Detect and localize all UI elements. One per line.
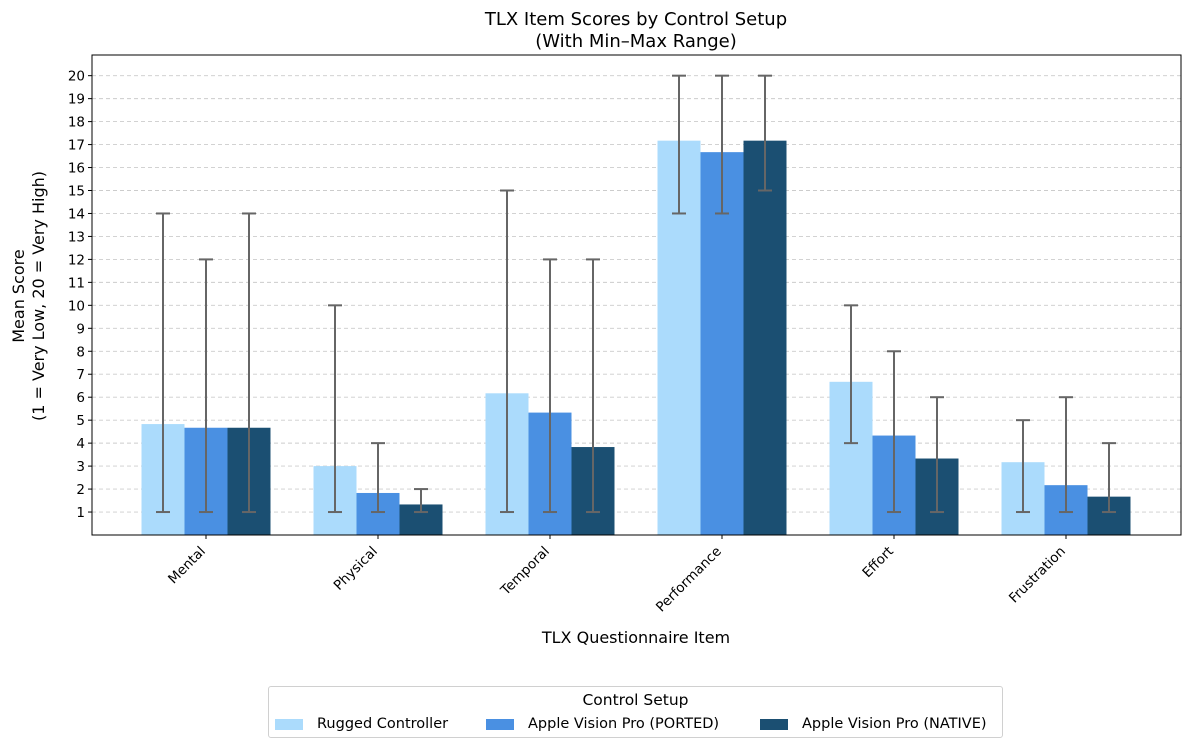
legend-label: Apple Vision Pro (PORTED) xyxy=(528,716,720,732)
y-tick-label: 10 xyxy=(68,298,85,314)
x-tick-label: Frustration xyxy=(1006,544,1069,607)
x-axis-ticks: Mental Physical Temporal Performance Effort F… xyxy=(165,535,1069,615)
bar xyxy=(743,140,787,535)
y-tick-label: 18 xyxy=(68,115,85,131)
x-axis-label: TLX Questionnaire Item xyxy=(541,628,730,647)
y-tick-label: 20 xyxy=(68,69,85,85)
y-tick-label: 9 xyxy=(76,321,85,337)
legend-title: Control Setup xyxy=(582,691,689,709)
legend-label: Apple Vision Pro (NATIVE) xyxy=(802,716,987,732)
y-tick-label: 8 xyxy=(76,344,85,360)
x-tick-label: Mental xyxy=(165,544,209,588)
legend-item-rugged-controller: Rugged Controller xyxy=(275,716,448,732)
x-tick-label: Effort xyxy=(859,544,896,581)
legend-swatch xyxy=(760,718,788,730)
y-tick-label: 14 xyxy=(68,206,85,222)
y-axis-label-note: (1 = Very Low, 20 = Very High) xyxy=(29,171,48,421)
y-axis-label: Mean Score xyxy=(9,249,28,343)
chart-subtitle: (With Min–Max Range) xyxy=(535,31,737,52)
x-tick-label: Performance xyxy=(653,544,725,616)
legend-item-avp-native: Apple Vision Pro (NATIVE) xyxy=(760,716,987,732)
y-tick-label: 17 xyxy=(68,138,85,154)
y-tick-label: 15 xyxy=(68,184,85,200)
x-tick-label: Physical xyxy=(331,544,381,594)
y-tick-label: 2 xyxy=(76,482,85,498)
y-tick-label: 13 xyxy=(68,229,85,245)
y-tick-label: 3 xyxy=(76,459,85,475)
legend-swatch xyxy=(486,718,514,730)
error-bars xyxy=(156,74,1116,514)
legend-label: Rugged Controller xyxy=(317,716,449,732)
y-tick-label: 6 xyxy=(76,390,85,406)
y-tick-label: 16 xyxy=(68,161,85,177)
legend-swatch xyxy=(275,718,303,730)
y-tick-label: 7 xyxy=(76,367,85,383)
chart-title: TLX Item Scores by Control Setup xyxy=(484,9,787,30)
legend-item-avp-ported: Apple Vision Pro (PORTED) xyxy=(486,716,719,732)
y-tick-label: 12 xyxy=(68,252,85,268)
y-tick-label: 11 xyxy=(68,275,85,291)
y-tick-label: 19 xyxy=(68,92,85,108)
y-tick-label: 5 xyxy=(76,413,85,429)
plot-frame xyxy=(91,54,1182,536)
x-tick-label: Temporal xyxy=(497,544,553,600)
y-tick-label: 1 xyxy=(76,505,85,521)
legend: Control Setup Rugged Controller Apple Vi… xyxy=(268,686,1003,738)
bars xyxy=(141,140,1131,536)
bar xyxy=(700,152,744,536)
y-tick-label: 4 xyxy=(76,436,85,452)
